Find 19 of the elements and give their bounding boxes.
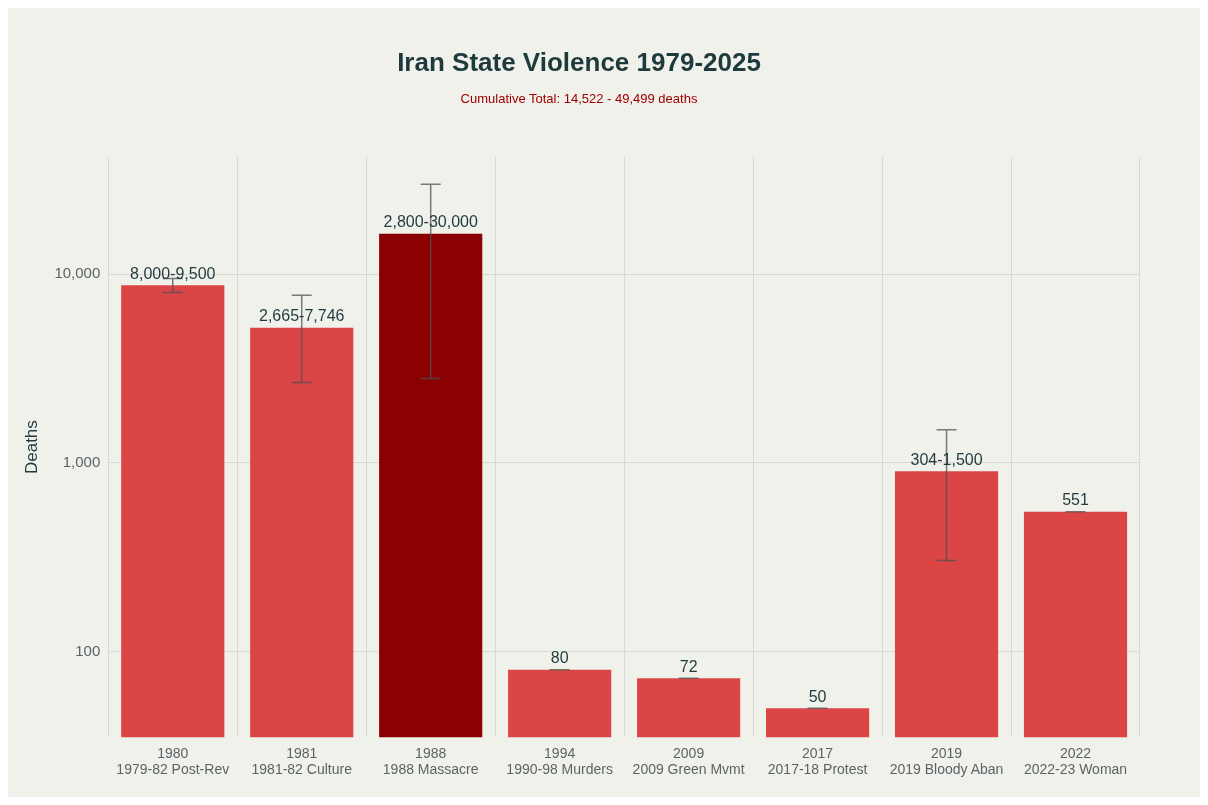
x-tick-label: 2017 2017-18 Protest	[767, 744, 868, 778]
data-label: 50	[808, 687, 827, 705]
data-label: 8,000-9,500	[130, 264, 216, 282]
y-axis-title: Deaths	[21, 420, 41, 475]
y-tick-label: 100	[75, 641, 101, 659]
x-tick-label: 2019 2019 Bloody Aban	[889, 744, 1004, 778]
data-label: 551	[1062, 491, 1089, 509]
x-tick-label: 1988 1988 Massacre	[382, 744, 479, 778]
x-tick-label: 2022 2022-23 Woman	[1023, 744, 1128, 778]
x-tick-label: 2009 2009 Green Mvmt	[632, 744, 745, 778]
data-label: 80	[550, 649, 569, 667]
x-tick-label: 1980 1979-82 Post-Rev	[116, 744, 230, 778]
data-label: 72	[679, 657, 698, 675]
y-tick-label: 1,000	[62, 453, 101, 471]
y-tick-label: 10,000	[54, 264, 101, 282]
x-tick-label: 1981 1981-82 Culture	[251, 744, 353, 778]
chart-title: Iran State Violence 1979-2025	[397, 46, 761, 77]
x-tick-label: 1994 1990-98 Murders	[506, 744, 613, 778]
chart-subtitle: Cumulative Total: 14,522 - 49,499 deaths	[460, 90, 698, 106]
